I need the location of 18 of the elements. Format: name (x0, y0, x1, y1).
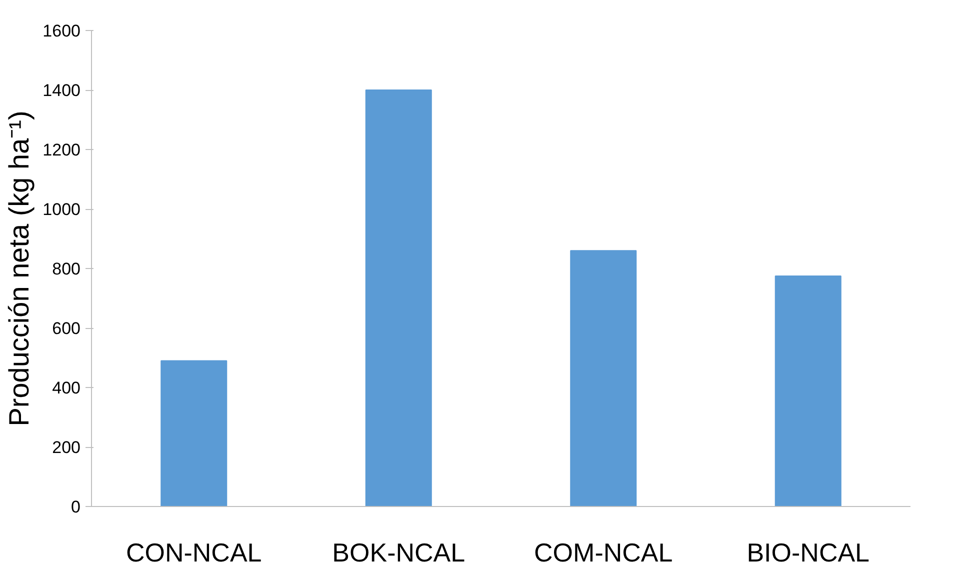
x-tick-label: COM-NCAL (534, 538, 673, 568)
y-tick-label: 1400 (42, 81, 81, 100)
y-tick-label: 1000 (42, 200, 81, 219)
bar (570, 250, 637, 506)
y-tick-label: 0 (71, 498, 81, 516)
y-tick-label: 400 (52, 378, 81, 398)
y-axis-title: Producción neta (kg ha⁻¹) (4, 110, 35, 426)
y-tick-label: 800 (52, 260, 81, 278)
x-tick-label: BIO-NCAL (746, 538, 870, 568)
y-tick-label: 200 (52, 438, 81, 457)
bar (365, 90, 432, 506)
bar (774, 275, 842, 506)
bar (160, 360, 228, 506)
y-tick-label: 1200 (42, 140, 81, 160)
x-tick-label: CON-NCAL (126, 538, 262, 568)
y-tick-label: 600 (52, 319, 81, 338)
y-tick-label: 1600 (42, 22, 81, 40)
x-tick-label: BOK-NCAL (332, 538, 466, 568)
